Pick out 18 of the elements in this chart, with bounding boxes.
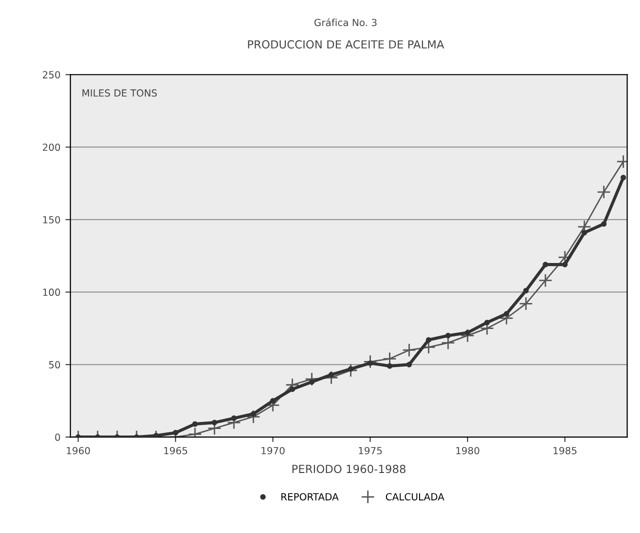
legend-label: CALCULADA <box>386 493 444 500</box>
x-tick-label: 1980 <box>456 446 480 454</box>
y-tick-label: 100 <box>43 288 60 296</box>
x-tick-label: 1970 <box>262 446 285 454</box>
y-tick-label: 50 <box>49 361 60 368</box>
y-tick-label: 150 <box>43 216 60 224</box>
chart-subtitle: PRODUCCION DE ACEITE DE PALMA <box>248 40 444 49</box>
legend-label: REPORTADA <box>281 493 339 500</box>
x-tick-label: 1965 <box>164 446 188 454</box>
x-axis-title: PERIODO 1960-1988 <box>292 464 406 474</box>
x-tick-label: 1960 <box>66 446 90 454</box>
chart-title: Gráfica No. 3 <box>314 18 377 26</box>
y-tick-label: 0 <box>55 434 60 441</box>
y-axis-title: MILES DE TONS <box>82 89 157 97</box>
x-tick-label: 1985 <box>554 446 576 454</box>
y-tick-label: 200 <box>42 144 60 151</box>
x-tick-label: 1975 <box>358 446 382 454</box>
y-tick-label: 250 <box>42 71 60 78</box>
